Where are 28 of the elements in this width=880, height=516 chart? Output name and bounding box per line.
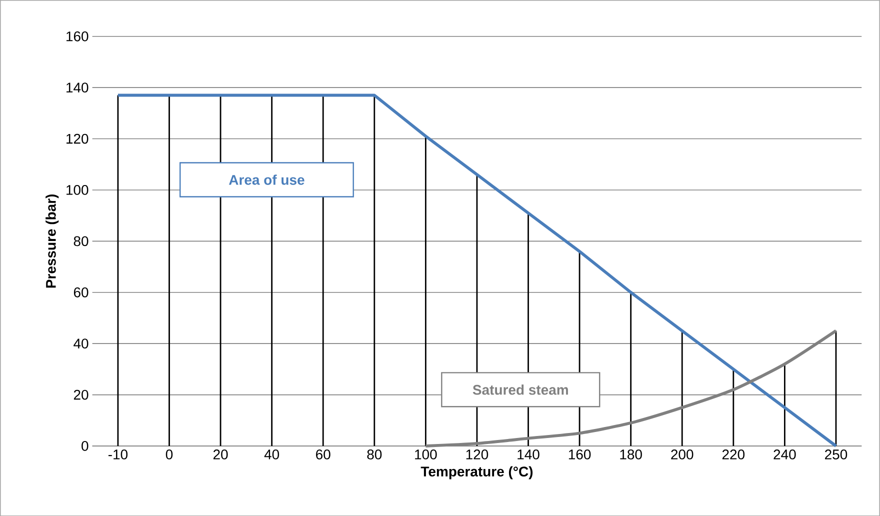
x-tick-label: 40 — [264, 449, 280, 460]
y-tick-label: 120 — [66, 134, 88, 144]
x-tick-label: 220 — [722, 449, 745, 460]
y-axis-title: Pressure (bar) — [46, 194, 59, 288]
x-tick-label: 120 — [466, 449, 488, 460]
x-tick-label: 240 — [774, 449, 796, 460]
y-tick-label: 160 — [66, 31, 88, 42]
x-tick-label: -10 — [108, 449, 128, 460]
y-tick-label: 60 — [74, 287, 88, 298]
y-tick-label: 0 — [82, 440, 88, 451]
y-tick-label: 140 — [66, 82, 88, 92]
y-tick-label: 40 — [74, 338, 88, 348]
text: Satured steam — [472, 384, 568, 395]
y-tick-label: 100 — [66, 184, 88, 195]
x-tick-label: 0 — [166, 449, 173, 460]
x-tick-label: 100 — [415, 449, 437, 460]
y-tick-label: 80 — [74, 236, 88, 246]
x-tick-label: 200 — [671, 449, 694, 460]
y-tick-label: 20 — [74, 390, 88, 400]
x-tick-label: 80 — [367, 449, 382, 460]
x-tick-label: 180 — [620, 449, 642, 460]
x-tick-label: 60 — [316, 449, 330, 460]
x-tick-label: 20 — [213, 449, 228, 460]
x-axis-title: Temperature (°C) — [420, 466, 533, 480]
text: Area of use — [228, 174, 304, 185]
x-tick-label: 250 — [825, 449, 848, 460]
x-tick-label: 140 — [518, 449, 540, 460]
x-tick-label: 160 — [568, 449, 591, 460]
